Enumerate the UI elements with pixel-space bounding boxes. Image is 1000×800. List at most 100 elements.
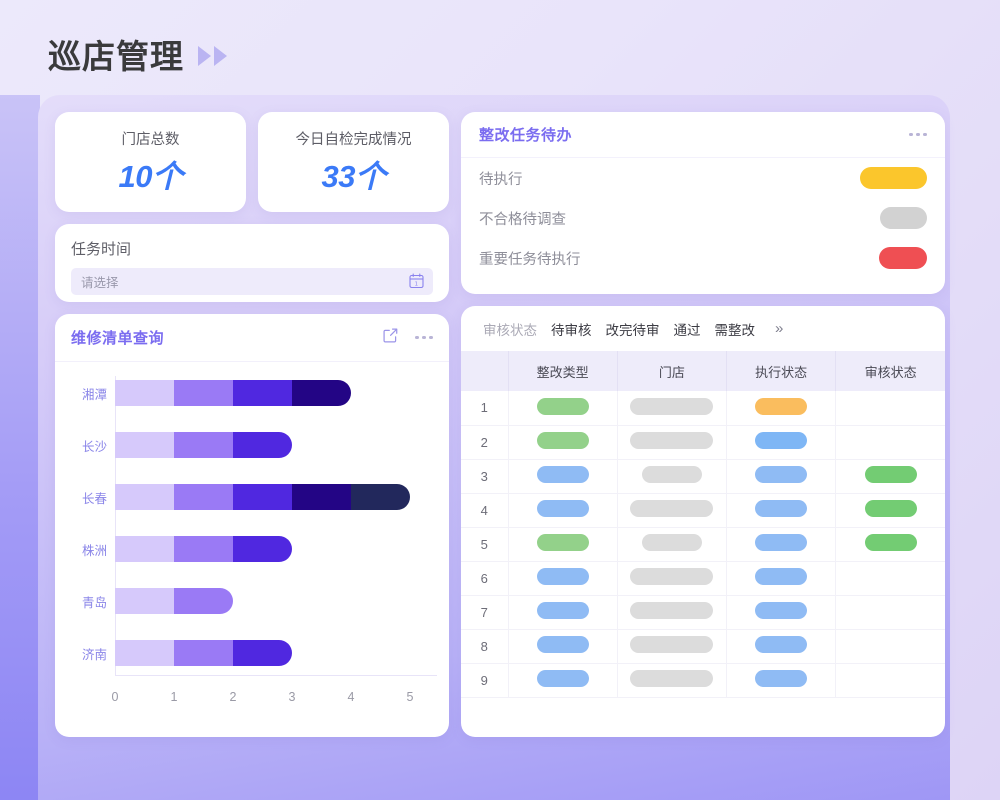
task-time-input[interactable]: 请选择 1 <box>71 268 433 295</box>
table-cell-pill <box>630 432 714 449</box>
table-row[interactable]: 2 <box>461 425 945 460</box>
chart-bar-segment <box>351 484 410 510</box>
table-cell-exec <box>726 595 837 630</box>
table-cell-exec <box>726 493 837 528</box>
chart-body: 湘潭 长沙 长春 株洲 青岛 济南 0 1 2 3 4 5 <box>55 362 449 734</box>
ellipsis-icon[interactable] <box>909 132 927 137</box>
table-cell-index: 6 <box>461 561 509 596</box>
table-row[interactable]: 8 <box>461 629 945 664</box>
chart-bar-row[interactable]: 株洲 <box>82 536 292 562</box>
todo-row[interactable]: 不合格待调查 <box>461 198 945 238</box>
calendar-icon[interactable]: 1 <box>409 273 424 292</box>
table-row[interactable]: 1 <box>461 391 945 426</box>
chart-category-label: 青岛 <box>81 595 107 610</box>
task-time-card: 任务时间 请选择 1 <box>55 224 449 302</box>
chart-category-label: 长沙 <box>81 439 107 454</box>
table-cell-audit <box>835 493 945 528</box>
table-row[interactable]: 9 <box>461 663 945 698</box>
dashboard-inner: 门店总数 10个 今日自检完成情况 33个 任务时间 请选择 1 维修清单查询 <box>55 112 945 737</box>
chart-x-tick-label: 0 <box>111 690 119 704</box>
table-cell-pill <box>630 397 714 415</box>
table-row[interactable]: 3 <box>461 459 945 494</box>
table-cell-pill <box>755 500 808 517</box>
todo-status-pill <box>860 167 927 189</box>
arrow-right-icon-2 <box>214 46 227 66</box>
chart-bar-row[interactable]: 长沙 <box>82 432 292 458</box>
stat-card-total-stores[interactable]: 门店总数 10个 <box>55 112 246 212</box>
table-cell-pill <box>641 466 702 483</box>
table-header-4: 审核状态 <box>835 351 945 391</box>
chart-x-tick-label: 4 <box>347 690 355 704</box>
table-header-1: 整改类型 <box>508 351 618 391</box>
table-cell-pill <box>755 568 808 585</box>
chart-bar-segment <box>115 380 174 406</box>
chart-bar-row[interactable]: 湘潭 <box>82 380 351 406</box>
ellipsis-icon[interactable] <box>415 335 433 340</box>
chart-bar-segment <box>233 536 292 562</box>
chart-bar-segment <box>233 640 292 666</box>
filter-bar: 审核状态 待审核 改完待审 通过 需整改 » <box>461 306 945 351</box>
table-cell-store <box>617 561 728 596</box>
table-cell-index: 9 <box>461 663 509 698</box>
table-cell-type <box>508 425 618 460</box>
filter-option-passed[interactable]: 通过 <box>673 322 701 338</box>
todo-row-label: 不合格待调查 <box>479 211 566 228</box>
filter-option-fixed-pending-review[interactable]: 改完待审 <box>605 322 660 338</box>
table-cell-pill <box>536 397 589 415</box>
chart-bar-segment <box>233 380 292 406</box>
table-cell-audit <box>835 425 945 460</box>
table-cell-pill <box>536 670 589 687</box>
stat-card-self-check[interactable]: 今日自检完成情况 33个 <box>258 112 449 212</box>
double-arrow-icon <box>198 46 227 66</box>
chart-bar-row[interactable]: 青岛 <box>82 588 233 614</box>
table-cell-store <box>617 391 728 426</box>
table-cell-type <box>508 459 618 494</box>
todo-title: 整改任务待办 <box>479 127 573 144</box>
table-cell-pill <box>630 636 714 653</box>
table-row[interactable]: 6 <box>461 561 945 596</box>
todo-row[interactable]: 待执行 <box>461 158 945 198</box>
chart-bar-segment <box>115 432 174 458</box>
table-cell-pill <box>641 534 702 551</box>
table-row[interactable]: 5 <box>461 527 945 562</box>
table-cell-index: 2 <box>461 425 509 460</box>
table-row[interactable]: 7 <box>461 595 945 630</box>
table-cell-pill <box>536 534 589 551</box>
todo-status-pill <box>879 247 927 269</box>
table-cell-store <box>617 527 728 562</box>
table-cell-pill <box>630 602 714 619</box>
filter-option-pending-review[interactable]: 待审核 <box>551 322 592 338</box>
todo-status-pill <box>880 207 927 229</box>
filter-more-icon[interactable]: » <box>775 320 784 337</box>
chart-plot-area: 湘潭长沙长春株洲青岛济南 <box>82 376 437 676</box>
table-cell-exec <box>726 629 837 664</box>
table-cell-exec <box>726 391 837 426</box>
repair-list-chart-card: 维修清单查询 湘潭 长沙 长春 株洲 青岛 济南 0 1 2 3 4 5 <box>55 314 449 737</box>
table-row[interactable]: 4 <box>461 493 945 528</box>
table-cell-store <box>617 493 728 528</box>
todo-row-label: 重要任务待执行 <box>479 251 581 268</box>
stat-label: 今日自检完成情况 <box>295 132 412 148</box>
chart-y-axis-line <box>115 376 116 676</box>
table-cell-pill <box>536 568 589 585</box>
stat-value: 33个 <box>321 159 386 194</box>
chart-bar-row[interactable]: 长春 <box>82 484 410 510</box>
table-cell-type <box>508 629 618 664</box>
chart-bar-segment <box>115 536 174 562</box>
table-cell-index: 5 <box>461 527 509 562</box>
table-header-2: 门店 <box>617 351 728 391</box>
chart-x-tick-label: 1 <box>170 690 178 704</box>
filter-option-needs-rectification[interactable]: 需整改 <box>714 322 756 338</box>
chart-bar-row[interactable]: 济南 <box>82 640 292 666</box>
chart-bar-segment <box>115 484 174 510</box>
table-cell-pill <box>630 670 714 687</box>
table-cell-store <box>617 595 728 630</box>
chart-bar-segment <box>174 588 233 614</box>
share-export-icon[interactable] <box>382 327 399 349</box>
chart-x-tick-label: 3 <box>288 690 296 704</box>
table-cell-store <box>617 425 728 460</box>
todo-row[interactable]: 重要任务待执行 <box>461 238 945 278</box>
